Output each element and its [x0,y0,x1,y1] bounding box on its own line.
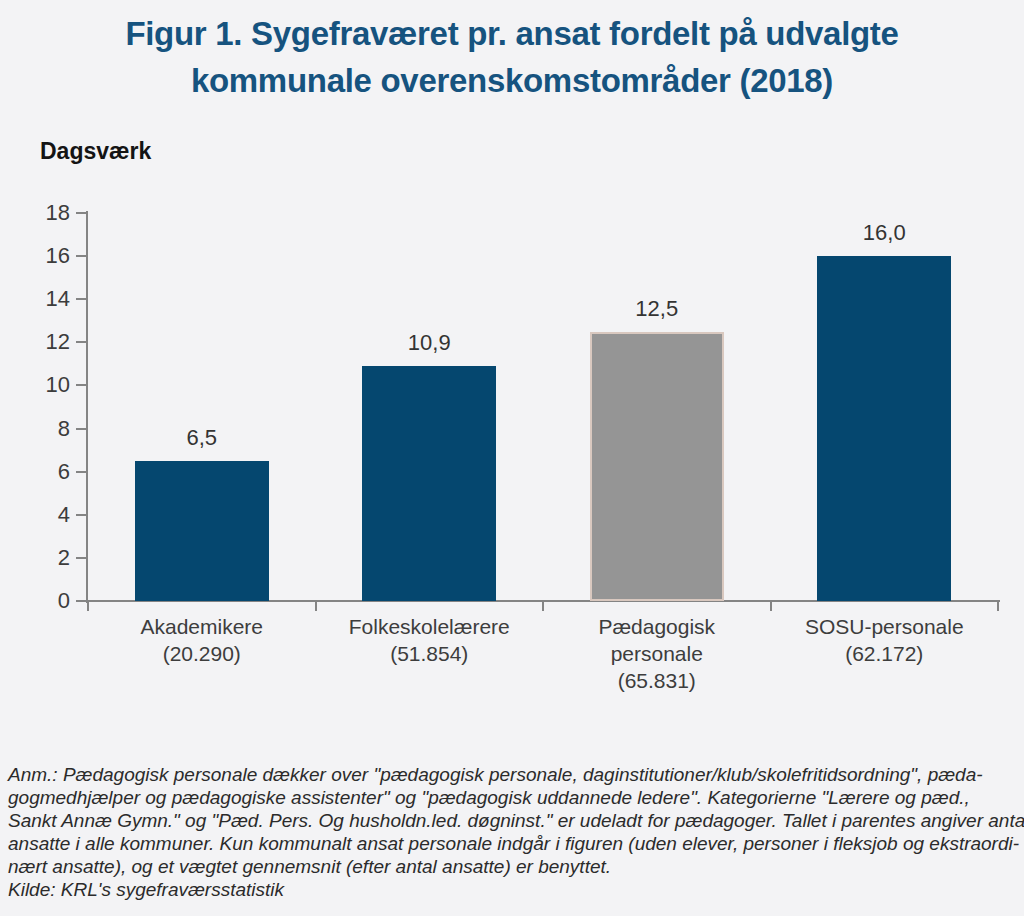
category-label-line: Folkeskolelærere [316,613,544,640]
y-tick-label: 16 [10,243,70,269]
figure-page: Figur 1. Sygefraværet pr. ansat fordelt … [0,0,1024,916]
category-label-line: (20.290) [88,640,316,667]
y-tick-mark [76,471,86,473]
bar-value-label: 12,5 [587,296,727,322]
bar [590,332,724,601]
x-tick-mark [770,601,772,611]
y-axis-line [86,211,88,603]
bar [135,461,269,601]
bar [362,366,496,601]
y-tick-mark [76,341,86,343]
y-tick-mark [76,514,86,516]
category-label-line: Pædagogisk [543,613,771,640]
category-label: Folkeskolelærere(51.854) [316,613,544,667]
category-label-line: SOSU-personale [771,613,999,640]
footnote-line: nært ansatte), og et vægtet gennemsnit (… [8,855,1020,878]
footnote: Anm.: Pædagogisk personale dækker over "… [8,763,1020,901]
x-tick-mark [997,601,999,611]
bar-value-label: 6,5 [132,425,272,451]
bar [817,256,951,601]
y-tick-label: 6 [10,459,70,485]
y-tick-mark [76,212,86,214]
y-tick-label: 4 [10,502,70,528]
y-tick-label: 10 [10,372,70,398]
footnote-line: Anm.: Pædagogisk personale dækker over "… [8,763,1020,786]
footnote-line: gogmedhjælper og pædagogiske assistenter… [8,786,1020,809]
y-tick-label: 18 [10,200,70,226]
category-label: Pædagogiskpersonale(65.831) [543,613,771,694]
y-tick-mark [76,298,86,300]
category-label-line: personale [543,640,771,667]
y-tick-mark [76,384,86,386]
x-tick-mark [87,601,89,611]
y-tick-mark [76,557,86,559]
y-tick-mark [76,600,86,602]
y-tick-mark [76,255,86,257]
y-tick-mark [76,428,86,430]
category-label-line: (65.831) [543,667,771,694]
y-tick-label: 0 [10,588,70,614]
category-label: Akademikere(20.290) [88,613,316,667]
source-line: Kilde: KRL's sygefraværsstatistik [8,878,1020,901]
y-tick-label: 12 [10,329,70,355]
x-tick-mark [315,601,317,611]
footnote-line: ansatte i alle kommuner. Kun kommunalt a… [8,832,1020,855]
bar-value-label: 16,0 [814,220,954,246]
y-tick-label: 8 [10,416,70,442]
category-label-line: (51.854) [316,640,544,667]
category-label-line: Akademikere [88,613,316,640]
y-tick-label: 2 [10,545,70,571]
bar-value-label: 10,9 [359,330,499,356]
x-tick-mark [542,601,544,611]
y-tick-label: 14 [10,286,70,312]
category-label-line: (62.172) [771,640,999,667]
footnote-line: Sankt Annæ Gymn." og "Pæd. Pers. Og hush… [8,809,1020,832]
category-label: SOSU-personale(62.172) [771,613,999,667]
